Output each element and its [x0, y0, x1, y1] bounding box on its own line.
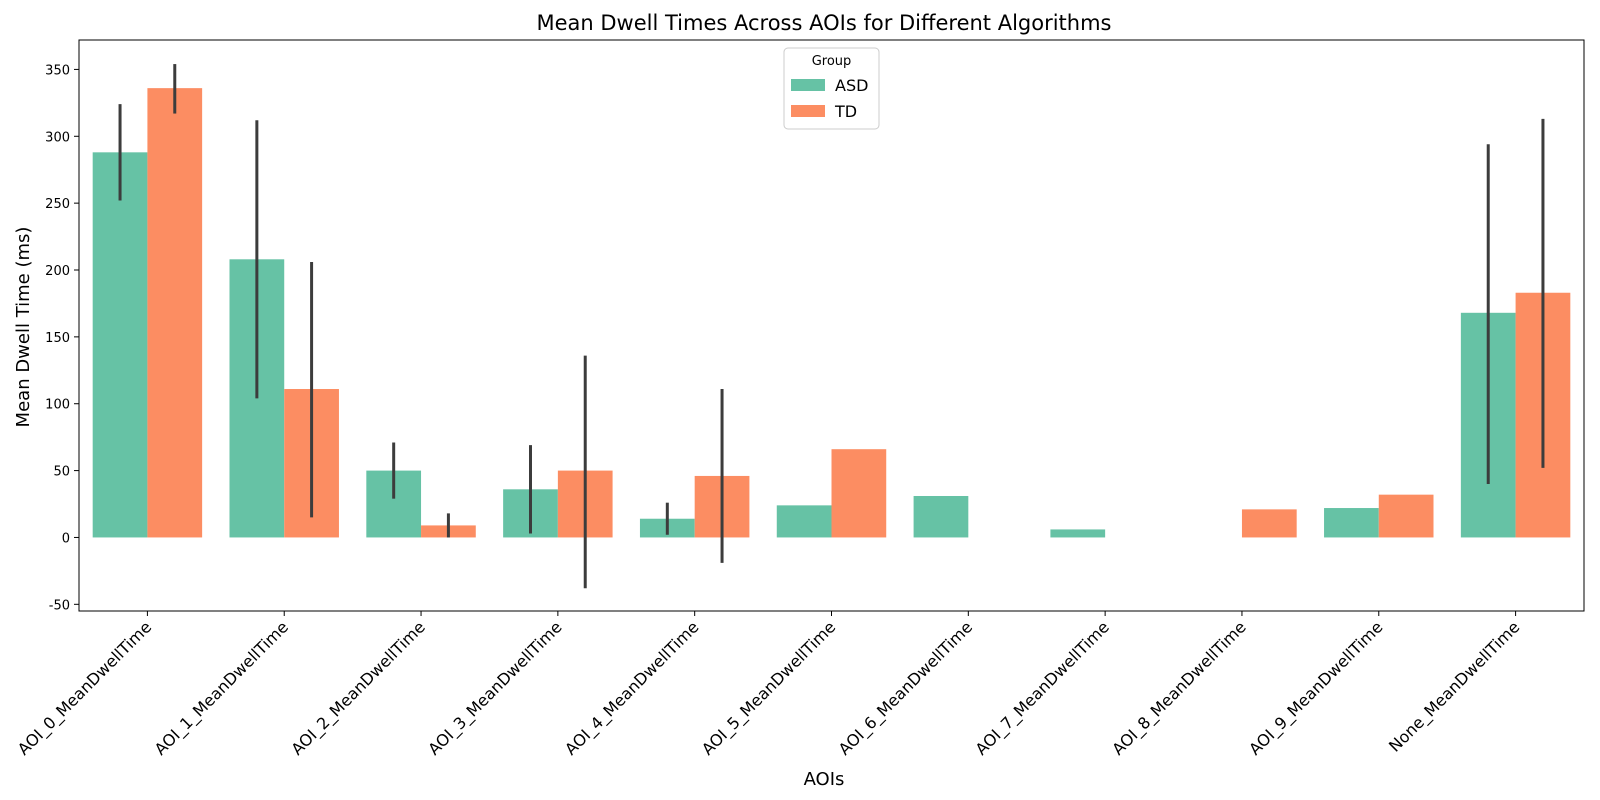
legend-label-td: TD: [834, 102, 857, 121]
y-tick-label: -50: [49, 598, 70, 613]
bar-td: [1241, 509, 1297, 538]
y-tick-label: 150: [45, 331, 70, 346]
legend-swatch-td: [791, 105, 825, 117]
bar-td: [147, 88, 203, 538]
y-tick-label: 250: [45, 197, 70, 212]
x-tick-label: AOI_8_MeanDwellTime: [1108, 617, 1250, 759]
y-tick-label: 200: [45, 264, 70, 279]
x-tick-label: None_MeanDwellTime: [1385, 617, 1524, 756]
bar-td: [831, 449, 887, 538]
x-tick-label: AOI_4_MeanDwellTime: [561, 617, 703, 759]
x-tick-label: AOI_9_MeanDwellTime: [1245, 617, 1387, 759]
legend-title: Group: [812, 54, 852, 69]
x-tick-label: AOI_5_MeanDwellTime: [698, 617, 840, 759]
y-tick-label: 350: [45, 63, 70, 78]
y-tick-label: 0: [62, 531, 70, 546]
bar-asd: [913, 495, 969, 538]
y-tick-label: 300: [45, 130, 70, 145]
legend-label-asd: ASD: [835, 76, 868, 95]
bar-asd: [776, 505, 832, 538]
x-tick-label: AOI_6_MeanDwellTime: [835, 617, 977, 759]
x-tick-label: AOI_1_MeanDwellTime: [151, 617, 293, 759]
x-axis-title: AOIs: [804, 769, 845, 790]
bar-asd: [1050, 529, 1106, 538]
y-tick-label: 50: [53, 465, 70, 480]
x-tick-label: AOI_3_MeanDwellTime: [424, 617, 566, 759]
x-tick-label: AOI_7_MeanDwellTime: [972, 617, 1114, 759]
legend-swatch-asd: [791, 79, 825, 91]
bar-asd: [1324, 508, 1379, 538]
bar-asd: [92, 152, 148, 538]
x-tick-label: AOI_2_MeanDwellTime: [287, 617, 429, 759]
legend: Group ASD TD: [783, 47, 880, 130]
plot-area: -50 0 50 100 150 200 250 300 350 AOI_0_MeanDwellT…: [14, 39, 1585, 760]
bar-td: [1378, 494, 1434, 538]
x-tick-label: AOI_0_MeanDwellTime: [14, 617, 156, 759]
y-tick-label: 100: [45, 398, 70, 413]
y-axis-title: Mean Dwell Time (ms): [13, 227, 34, 428]
chart-title: Mean Dwell Times Across AOIs for Differe…: [536, 11, 1111, 35]
